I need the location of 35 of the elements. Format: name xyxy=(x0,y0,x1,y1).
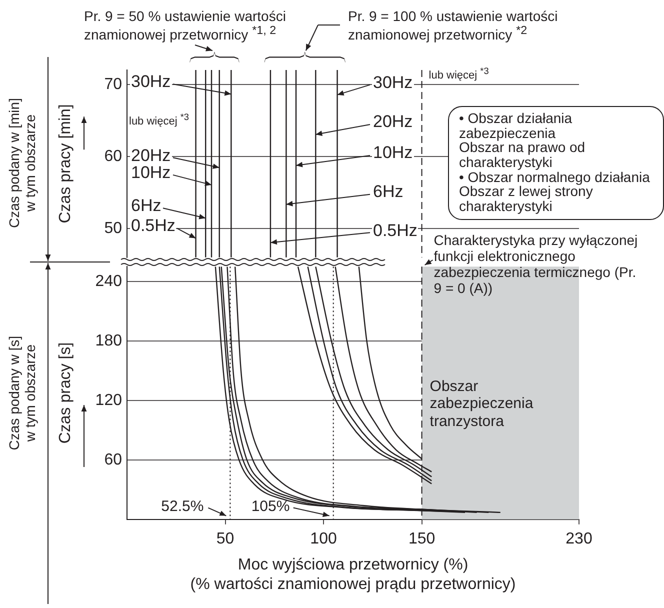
annotation: 0.5Hz xyxy=(130,216,176,236)
annotation: 0.5Hz xyxy=(372,220,418,240)
annotation: 20Hz xyxy=(372,112,414,132)
annotation: 10Hz xyxy=(130,162,172,182)
annotation: 6Hz xyxy=(372,182,404,202)
annotation: 30Hz xyxy=(130,72,172,92)
y-axis-title: Czas pracy [s] xyxy=(57,342,74,444)
annotation: 20Hz xyxy=(130,146,172,166)
y-tick-label: 240 xyxy=(95,273,122,290)
annotation: 30Hz xyxy=(372,72,414,92)
y-tick-label: 180 xyxy=(95,332,122,350)
annotation: • Obszar działania zabezpieczenia Obszar na prawo od charakterystyki • Obszar normalnego działania Obszar z lewej strony charakterystyki xyxy=(448,106,664,220)
text: Czas podany w [min] w tym obszarze xyxy=(6,98,38,228)
annotation: Charakterystyka przy wyłączonej funkcji elektronicznego zabezpieczenia termicznego (Pr. 9 = 0 (A)) xyxy=(434,232,639,296)
band-label: Obszar zabezpieczenia tranzystora xyxy=(430,378,534,430)
x-axis-title: Moc wyjściowa przetwornicy (%) (% wartości znamionowej prądu przetwornicy) xyxy=(190,556,516,594)
ref-line-label: 105% xyxy=(251,498,290,516)
ref-line-label: 52.5% xyxy=(161,498,204,516)
annotation: lub więcej $^{*3}$ xyxy=(129,112,190,128)
text: Pr. 9 = 50 % ustawienie wartości znamionowej przetwornicy $^{*1, 2}$ xyxy=(84,8,287,43)
annotation: 6Hz xyxy=(130,196,162,216)
x-tick-label: 50 xyxy=(216,530,234,548)
text: Pr. 9 = 100 % ustawienie wartości znamionowej przetwornicy $^{*2}$ xyxy=(348,8,559,43)
y-tick-label: 60 xyxy=(104,452,122,469)
y-tick-label: 60 xyxy=(104,147,122,164)
x-tick-label: 150 xyxy=(408,530,436,548)
y-tick-label: 70 xyxy=(104,75,122,92)
x-tick-label: 230 xyxy=(566,530,592,548)
y-tick-label: 50 xyxy=(104,220,122,237)
y-tick-label: 120 xyxy=(95,392,122,410)
annotation: 10Hz xyxy=(372,143,414,163)
y-axis-title: Czas pracy [min] xyxy=(57,104,74,223)
x-tick-label: 100 xyxy=(310,530,337,548)
text: Czas podany w [s] w tym obszarze xyxy=(6,336,38,451)
annotation: lub więcej $^{*3}$ xyxy=(428,66,489,82)
